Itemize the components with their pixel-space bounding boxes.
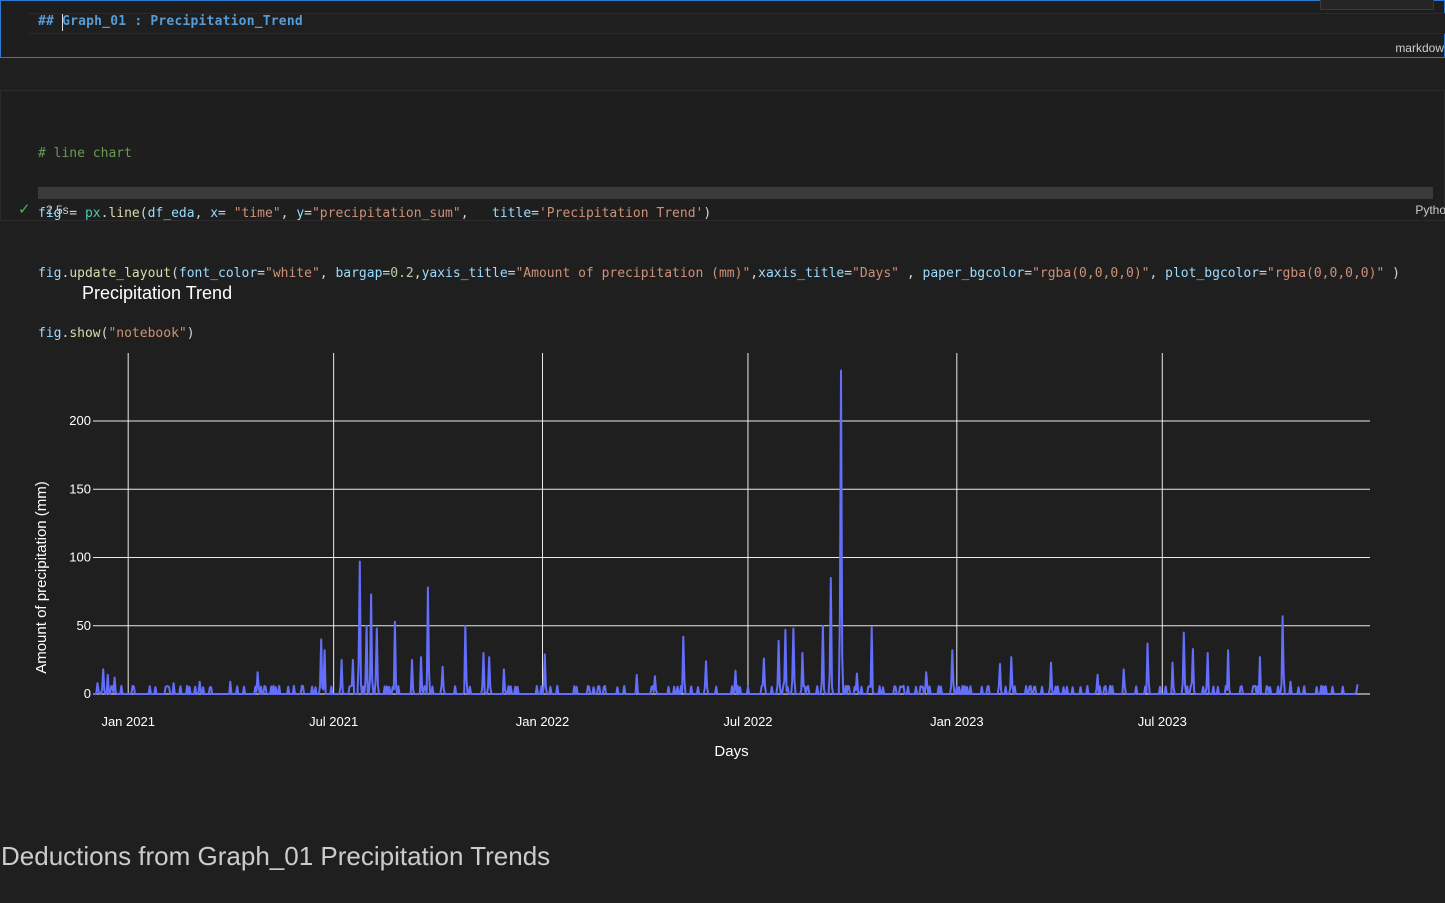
- y-tick-label: 200: [69, 413, 91, 428]
- markdown-editor[interactable]: [29, 13, 1445, 34]
- code-line-2: fig = px.line(df_eda, x= "time", y="prec…: [38, 206, 712, 221]
- code-cell[interactable]: # line chart fig = px.line(df_eda, x= "t…: [0, 90, 1445, 341]
- code-line-4: fig.show("notebook"): [38, 326, 195, 341]
- text-cursor: [62, 14, 63, 31]
- y-tick-label: 100: [69, 550, 91, 565]
- deductions-heading: Deductions from Graph_01 Precipitation T…: [1, 841, 551, 871]
- x-tick-label: Jul 2021: [309, 714, 358, 729]
- code-editor[interactable]: # line chart fig = px.line(df_eda, x= "t…: [38, 104, 1400, 384]
- cell-language-label[interactable]: markdow: [1395, 41, 1444, 55]
- x-tick-label: Jan 2021: [101, 714, 155, 729]
- x-tick-label: Jul 2023: [1138, 714, 1187, 729]
- markdown-source[interactable]: ## Graph_01 : Precipitation_Trend: [38, 14, 303, 29]
- code-line-1: # line chart: [38, 146, 132, 161]
- x-tick-label: Jul 2022: [723, 714, 772, 729]
- x-tick-label: Jan 2023: [930, 714, 984, 729]
- chart-title: Precipitation Trend: [82, 283, 233, 303]
- precipitation-series-line: [93, 369, 1359, 695]
- markdown-cell[interactable]: ## Graph_01 : Precipitation_Trend markdo…: [0, 0, 1445, 58]
- y-tick-label: 50: [77, 618, 91, 633]
- code-line-3: fig.update_layout(font_color="white", ba…: [38, 266, 1400, 281]
- cell-status-bar: ✓ 2.5s Pytho: [1, 199, 1445, 221]
- y-tick-label: 0: [84, 686, 91, 701]
- kernel-label[interactable]: Pytho: [1415, 203, 1445, 217]
- x-axis-title: Days: [714, 743, 748, 760]
- execution-time: 2.5s: [46, 203, 69, 217]
- y-tick-label: 150: [69, 481, 91, 496]
- check-icon: ✓: [18, 200, 31, 218]
- y-axis-title: Amount of precipitation (mm): [33, 481, 50, 674]
- cell-toolbar[interactable]: [1320, 0, 1434, 10]
- x-tick-label: Jan 2022: [516, 714, 570, 729]
- horizontal-scrollbar[interactable]: [38, 187, 1433, 199]
